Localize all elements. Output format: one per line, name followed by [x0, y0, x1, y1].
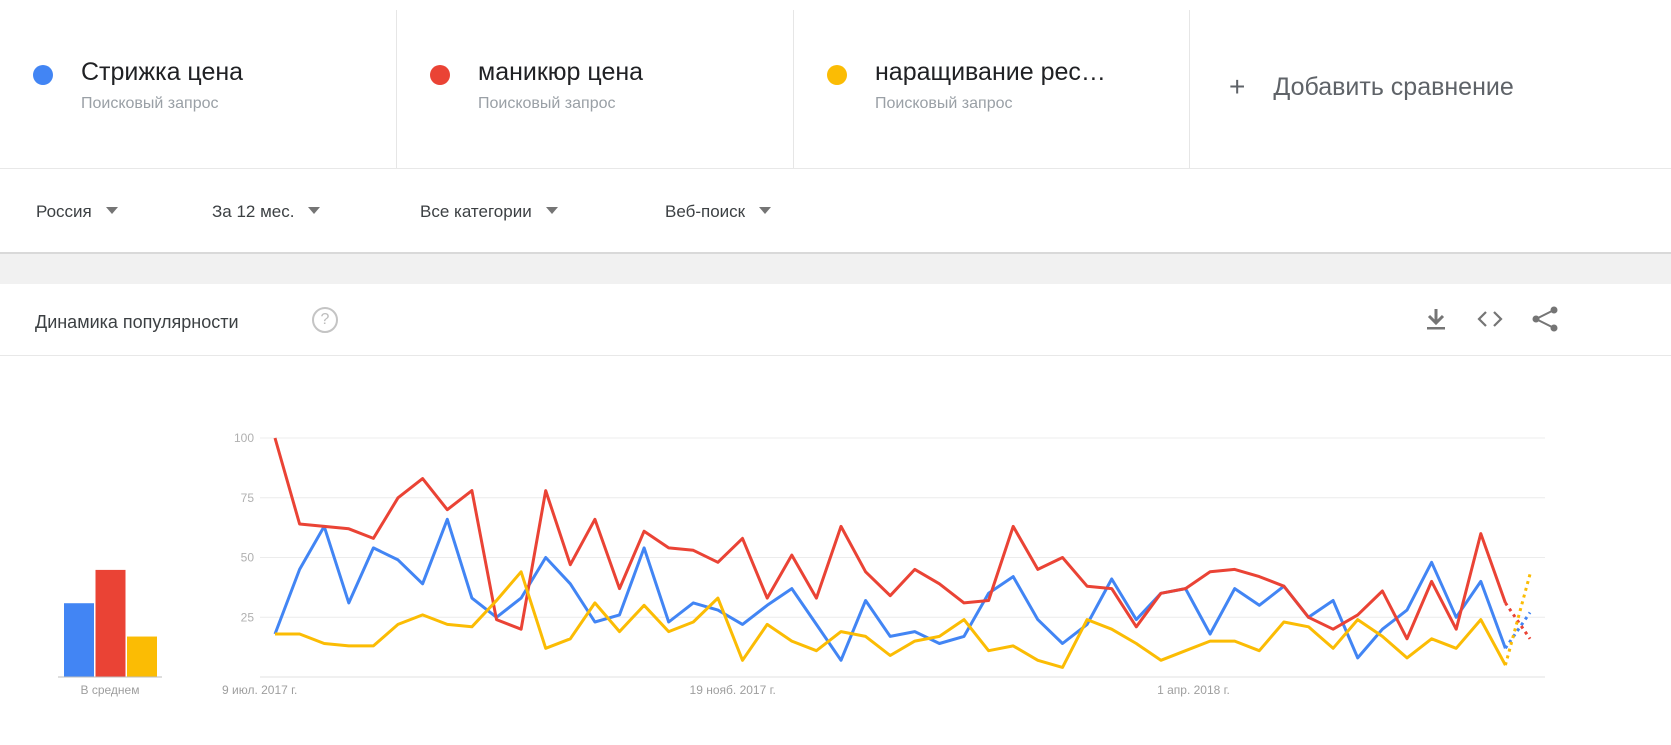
term-name: наращивание рес…: [875, 58, 1106, 86]
embed-icon[interactable]: [1474, 303, 1506, 335]
search-type-filter-label: Веб-поиск: [665, 202, 746, 221]
term-name: Стрижка цена: [81, 58, 244, 86]
y-tick-label: 75: [241, 491, 255, 505]
separator-band: [0, 254, 1671, 284]
term-divider: [396, 10, 397, 168]
plus-icon: +: [1229, 71, 1246, 102]
region-filter-label: Россия: [36, 202, 92, 221]
download-icon[interactable]: [1420, 303, 1452, 335]
comparison-terms-bar: Стрижка цена Поисковый запрос маникюр це…: [0, 0, 1671, 168]
y-tick-label: 25: [241, 610, 255, 624]
period-filter[interactable]: За 12 мес.: [212, 202, 321, 222]
x-tick-label: 9 июл. 2017 г.: [222, 683, 297, 697]
term-type: Поисковый запрос: [875, 95, 1013, 112]
add-comparison-button[interactable]: + Добавить сравнение: [1229, 70, 1514, 102]
y-tick-label: 50: [241, 551, 255, 565]
add-comparison-label: Добавить сравнение: [1273, 73, 1514, 101]
section-divider: [0, 355, 1671, 356]
term-divider: [793, 10, 794, 168]
term-card-3[interactable]: наращивание рес… Поисковый запрос: [794, 0, 1189, 168]
filters-bar: Россия За 12 мес. Все категории Веб-поис…: [0, 168, 1671, 253]
y-tick-label: 100: [234, 431, 254, 445]
trend-chart: 25 50 75 100 9 июл. 2017 г. 19 нояб. 2017 г. 1…: [58, 431, 1545, 697]
term-color-dot: [430, 65, 450, 85]
dropdown-arrow-icon: [308, 207, 321, 215]
term-divider: [1189, 10, 1190, 168]
term-type: Поисковый запрос: [478, 95, 616, 112]
term-color-dot: [827, 65, 847, 85]
term-card-2[interactable]: маникюр цена Поисковый запрос: [397, 0, 793, 168]
series-line-2: [273, 437, 1507, 641]
dropdown-arrow-icon: [545, 207, 558, 215]
series-partial-line-1: [1504, 611, 1532, 650]
share-icon[interactable]: [1529, 303, 1561, 335]
region-filter[interactable]: Россия: [36, 202, 118, 222]
category-filter[interactable]: Все категории: [420, 202, 558, 222]
average-bar-3: [127, 636, 157, 677]
dropdown-arrow-icon: [105, 207, 118, 215]
term-type: Поисковый запрос: [81, 95, 219, 112]
help-icon[interactable]: ?: [312, 307, 338, 333]
period-filter-label: За 12 мес.: [212, 202, 295, 221]
search-type-filter[interactable]: Веб-поиск: [665, 202, 772, 222]
x-tick-label: 19 нояб. 2017 г.: [690, 683, 776, 697]
average-label: В среднем: [81, 683, 140, 697]
average-bar-1: [64, 603, 94, 677]
series-partial-line-3: [1503, 573, 1532, 666]
series-partial-line-2: [1504, 602, 1532, 640]
category-filter-label: Все категории: [420, 202, 532, 221]
series-line-3: [275, 570, 1507, 669]
section-title: Динамика популярности: [35, 312, 239, 332]
filters-shadow: [0, 252, 1671, 254]
term-color-dot: [33, 65, 53, 85]
dropdown-arrow-icon: [759, 207, 772, 215]
term-name: маникюр цена: [478, 58, 644, 86]
average-bar-2: [95, 569, 126, 677]
term-card-1[interactable]: Стрижка цена Поисковый запрос: [0, 0, 396, 168]
x-tick-label: 1 апр. 2018 г.: [1157, 683, 1230, 697]
